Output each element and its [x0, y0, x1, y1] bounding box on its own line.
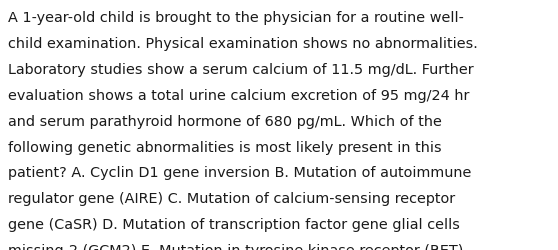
- Text: following genetic abnormalities is most likely present in this: following genetic abnormalities is most …: [8, 140, 442, 154]
- Text: evaluation shows a total urine calcium excretion of 95 mg/24 hr: evaluation shows a total urine calcium e…: [8, 88, 470, 102]
- Text: and serum parathyroid hormone of 680 pg/mL. Which of the: and serum parathyroid hormone of 680 pg/…: [8, 114, 442, 128]
- Text: child examination. Physical examination shows no abnormalities.: child examination. Physical examination …: [8, 37, 478, 51]
- Text: Laboratory studies show a serum calcium of 11.5 mg/dL. Further: Laboratory studies show a serum calcium …: [8, 63, 474, 77]
- Text: gene (CaSR) D. Mutation of transcription factor gene glial cells: gene (CaSR) D. Mutation of transcription…: [8, 217, 460, 231]
- Text: A 1-year-old child is brought to the physician for a routine well-: A 1-year-old child is brought to the phy…: [8, 11, 464, 25]
- Text: regulator gene (AIRE) C. Mutation of calcium-sensing receptor: regulator gene (AIRE) C. Mutation of cal…: [8, 192, 455, 205]
- Text: missing-2 (GCM2) E. Mutation in tyrosine kinase receptor (RET): missing-2 (GCM2) E. Mutation in tyrosine…: [8, 243, 464, 250]
- Text: patient? A. Cyclin D1 gene inversion B. Mutation of autoimmune: patient? A. Cyclin D1 gene inversion B. …: [8, 166, 472, 180]
